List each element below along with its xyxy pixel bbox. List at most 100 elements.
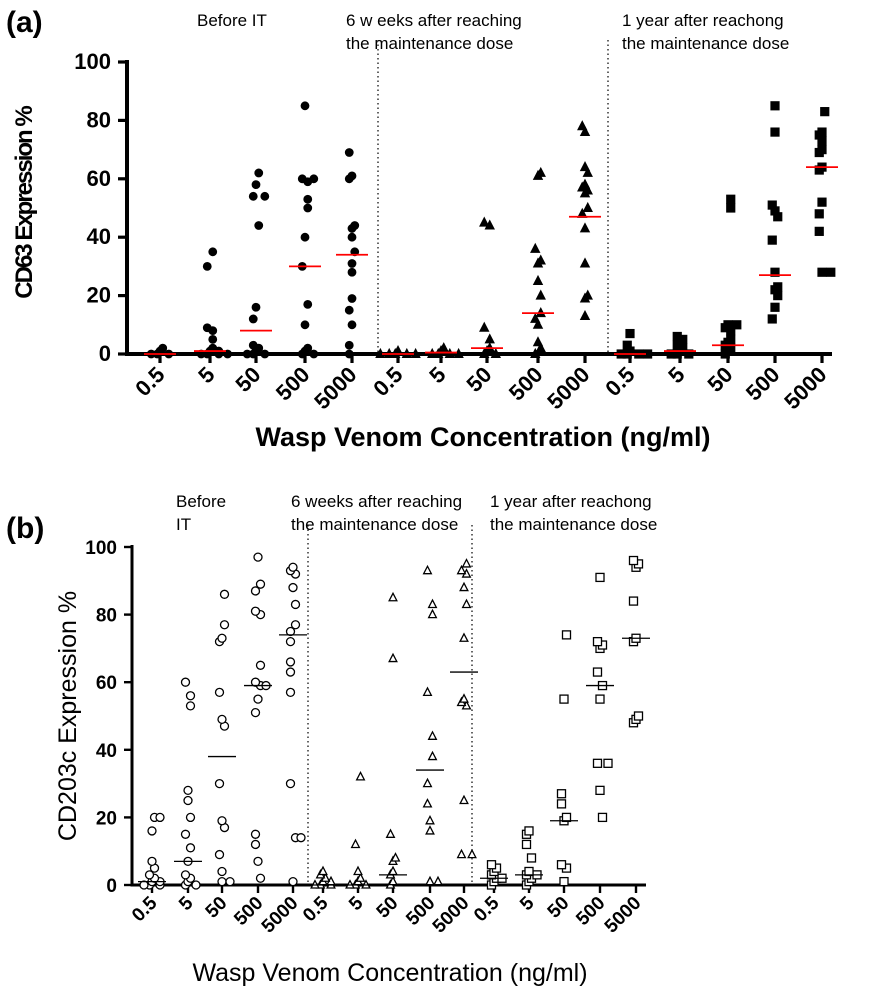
data-point (390, 852, 401, 862)
data-point (355, 872, 366, 882)
section-label: Before (176, 492, 226, 511)
data-point (422, 798, 433, 808)
data-point (628, 555, 639, 566)
data-point (144, 870, 155, 880)
data-point (250, 586, 261, 596)
data-point (535, 342, 546, 353)
data-point (461, 558, 472, 568)
data-point (208, 343, 218, 353)
data-point (303, 194, 313, 204)
data-point (248, 191, 258, 201)
section-label: Before IT (197, 11, 267, 30)
x-tick-label: 5 (424, 362, 450, 388)
x-tick-label: 0.5 (368, 362, 407, 401)
data-point (347, 232, 357, 242)
data-point (208, 247, 218, 257)
data-point (770, 101, 780, 111)
data-point (625, 328, 635, 339)
data-point (285, 667, 296, 677)
data-point (225, 876, 235, 887)
data-point (622, 340, 632, 350)
data-point (826, 267, 836, 277)
data-point (773, 282, 783, 292)
data-point (579, 161, 591, 172)
data-point (253, 856, 263, 866)
data-point (180, 870, 191, 880)
data-point (526, 853, 537, 863)
data-point (592, 667, 603, 677)
x-axis-title: Wasp Venom Concentration (ng/ml) (192, 959, 587, 987)
data-point (251, 180, 261, 190)
data-point (530, 312, 541, 323)
data-point (147, 856, 157, 866)
data-point (300, 232, 310, 242)
data-point (579, 178, 591, 189)
x-tick-label: 50 (462, 362, 497, 397)
data-point (427, 608, 438, 619)
data-point (147, 826, 157, 836)
data-point (217, 633, 227, 643)
data-point (254, 168, 264, 178)
data-point (255, 579, 266, 589)
data-point (817, 127, 827, 137)
section-label: the maintenance dose (291, 515, 458, 534)
data-point (595, 572, 605, 583)
data-point (767, 200, 777, 210)
data-point (459, 632, 469, 642)
data-point (355, 771, 366, 781)
data-point (191, 880, 201, 890)
y-tick-label: 100 (85, 538, 117, 559)
y-tick-label: 20 (87, 283, 111, 308)
y-tick-label: 60 (96, 673, 117, 694)
data-point (595, 785, 605, 796)
x-tick-label: 500 (271, 362, 315, 406)
data-point (579, 222, 591, 233)
data-point (530, 347, 541, 358)
data-point (770, 302, 780, 312)
data-point (456, 564, 467, 575)
data-point (255, 873, 266, 883)
x-tick-label: 0.5 (128, 892, 162, 926)
data-point (250, 839, 261, 850)
data-point (303, 203, 313, 213)
data-point (344, 305, 354, 315)
x-tick-label: 5000 (542, 362, 594, 414)
data-point (344, 148, 354, 157)
data-point (459, 693, 469, 703)
section-label: 6 w eeks after reaching (346, 11, 522, 30)
data-point (288, 562, 298, 572)
y-tick-label: 80 (96, 606, 117, 627)
data-point (214, 687, 225, 697)
x-tick-label: 5000 (779, 362, 831, 414)
data-point (309, 349, 319, 359)
data-point (814, 226, 824, 236)
data-point (577, 120, 588, 131)
data-point (310, 879, 320, 889)
data-point (490, 347, 502, 358)
section-label: the maintenance dose (490, 515, 657, 534)
data-point (726, 194, 736, 204)
data-point (556, 860, 567, 870)
data-point (250, 707, 261, 718)
data-point (344, 340, 354, 350)
data-point (486, 860, 497, 870)
x-tick-label: 5 (663, 362, 689, 388)
data-point (433, 875, 443, 886)
data-point (347, 171, 357, 181)
x-tick-label: 5000 (258, 893, 303, 938)
data-point (459, 794, 469, 805)
data-point (535, 289, 546, 300)
data-point (726, 334, 736, 345)
x-tick-label: 5 (175, 892, 198, 915)
data-point (817, 144, 827, 155)
data-point (303, 299, 313, 309)
data-point (158, 343, 168, 353)
data-point (180, 829, 191, 839)
data-point (300, 101, 310, 111)
data-point (208, 334, 218, 344)
y-tick-label: 0 (99, 341, 111, 366)
data-point (579, 309, 591, 321)
data-point (592, 758, 603, 768)
data-point (350, 247, 360, 257)
data-point (254, 221, 264, 230)
